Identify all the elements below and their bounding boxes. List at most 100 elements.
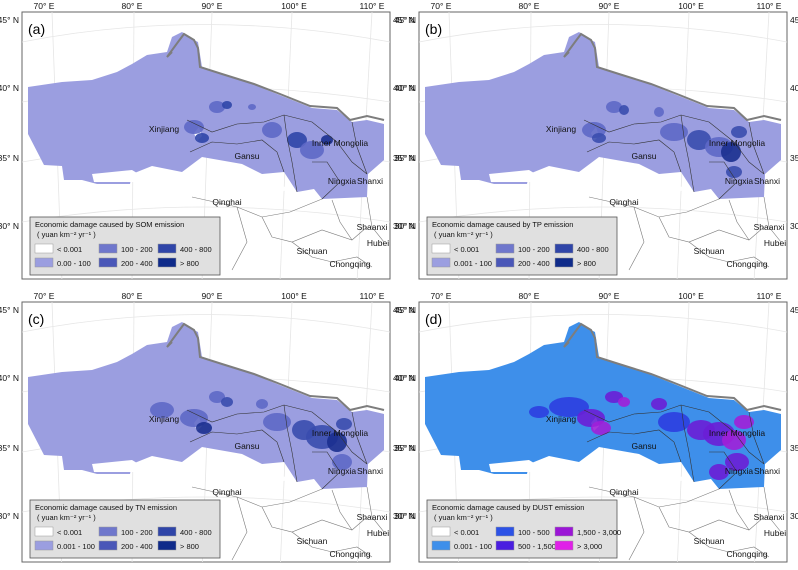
lon-tick-label: 80° E (122, 291, 143, 301)
lat-tick-label: 30° N (393, 511, 414, 521)
legend-swatch (34, 243, 54, 254)
map-panel: Xinjiang Gansu Inner Mongolia Qinghai Ningxi… (395, 291, 798, 563)
study-area (28, 322, 384, 489)
place-label: Ningxia (725, 466, 754, 476)
legend-class-label: < 0.001 (57, 245, 82, 254)
lon-tick-label: 70° E (34, 291, 55, 301)
legend-class-label: 200 - 400 (121, 542, 153, 551)
damage-hotspot (592, 133, 606, 143)
damage-hotspot (618, 397, 630, 407)
lat-tick-label: 45° N (395, 305, 416, 315)
lat-tick-label: 30° N (0, 511, 19, 521)
damage-hotspot (248, 104, 256, 110)
place-label: Shaanxi (357, 222, 388, 232)
lat-tick-label: 35° N (0, 153, 19, 163)
legend-swatch (495, 540, 515, 551)
map-panel: Xinjiang Gansu Inner Mongolia Qinghai Ningxi… (395, 1, 798, 280)
legend-swatch (554, 526, 574, 537)
national-border (563, 322, 782, 412)
map-content: Xinjiang Gansu Inner Mongolia Qinghai Ningxi… (419, 302, 787, 562)
legend-class-label: < 0.001 (57, 528, 82, 537)
lon-tick-label: 70° E (431, 1, 452, 11)
map-layers: Xinjiang Gansu Inner Mongolia Qinghai Ningxi… (419, 302, 787, 562)
legend-swatch (157, 257, 177, 268)
province-boundary (351, 121, 368, 175)
place-label: Hubei (367, 238, 389, 248)
lat-tick-label: 40° N (393, 83, 414, 93)
province-boundary (680, 114, 695, 193)
legend-class-label: < 0.001 (454, 528, 479, 537)
lat-tick-label: 45° N (393, 15, 414, 25)
panel-label: (d) (425, 311, 442, 327)
legend-swatch (554, 243, 574, 254)
lat-tick-label: 35° N (790, 153, 798, 163)
lat-tick-label: 40° N (790, 373, 798, 383)
legend: Economic damage caused by TP emission( y… (426, 216, 618, 276)
no-data-area (92, 460, 142, 472)
damage-hotspot (658, 412, 690, 432)
no-data-area (604, 172, 689, 194)
legend-swatch (34, 526, 54, 537)
legend-class-label: 1,500 - 3,000 (577, 528, 621, 537)
place-label: Sichuan (694, 536, 725, 546)
province-boundary (186, 404, 285, 423)
graticule-line (419, 24, 787, 43)
legend-class-label: 0.001 - 100 (454, 542, 492, 551)
legend-class-label: > 800 (180, 542, 199, 551)
study-area (425, 322, 781, 489)
lon-tick-label: 70° E (34, 1, 55, 11)
place-label: Qinghai (212, 487, 241, 497)
legend-swatch (98, 243, 118, 254)
legend-swatch (98, 257, 118, 268)
province-boundary (231, 496, 248, 561)
place-label: Gansu (234, 441, 259, 451)
legend-class-label: 0.00 - 100 (57, 259, 91, 268)
province-boundary (586, 139, 682, 173)
legend-title: Economic damage caused by TP emission (432, 220, 573, 229)
place-label: Shanxi (357, 176, 383, 186)
graticule-line (419, 314, 787, 333)
legend-swatch (157, 243, 177, 254)
province-boundary (351, 411, 368, 465)
legend: Economic damage caused by DUST emission(… (426, 499, 621, 559)
lon-tick-label: 90° E (599, 1, 620, 11)
panel-label: (c) (28, 311, 44, 327)
lon-tick-label: 110° E (360, 291, 385, 301)
panel-label: (a) (28, 21, 45, 37)
legend-unit: ( yuan km⁻² yr⁻¹ ) (37, 513, 96, 522)
place-label: Inner Mongolia (312, 138, 369, 148)
province-boundary (628, 496, 645, 561)
map-content: Xinjiang Gansu Inner Mongolia Qinghai Ningxi… (22, 12, 390, 279)
place-label: Inner Mongolia (312, 428, 369, 438)
legend-box (426, 499, 618, 559)
lat-tick-label: 35° N (393, 443, 414, 453)
place-label: Gansu (234, 151, 259, 161)
province-boundary (331, 199, 353, 241)
province-boundary (586, 429, 682, 463)
province-boundary (688, 531, 770, 558)
province-boundary (583, 114, 682, 133)
lon-tick-label: 100° E (281, 1, 307, 11)
legend-class-label: 400 - 800 (577, 245, 609, 254)
place-label: Gansu (631, 441, 656, 451)
panel-label: (b) (425, 21, 442, 37)
damage-hotspot (606, 101, 622, 113)
place-label: Chongqing (726, 259, 767, 269)
lat-tick-label: 35° N (395, 443, 416, 453)
lat-tick-label: 35° N (790, 443, 798, 453)
legend-swatch (495, 257, 515, 268)
damage-hotspot (605, 391, 623, 403)
province-boundary (658, 506, 765, 533)
province-boundary (291, 241, 373, 268)
damage-hotspot (731, 126, 747, 138)
province-boundary (189, 429, 285, 463)
province-boundary (312, 161, 341, 200)
legend-box (29, 499, 221, 559)
place-label: Qinghai (609, 487, 638, 497)
graticule-line (22, 206, 390, 223)
lat-tick-label: 45° N (395, 15, 416, 25)
damage-hotspot (619, 105, 629, 115)
province-boundary (291, 531, 373, 558)
